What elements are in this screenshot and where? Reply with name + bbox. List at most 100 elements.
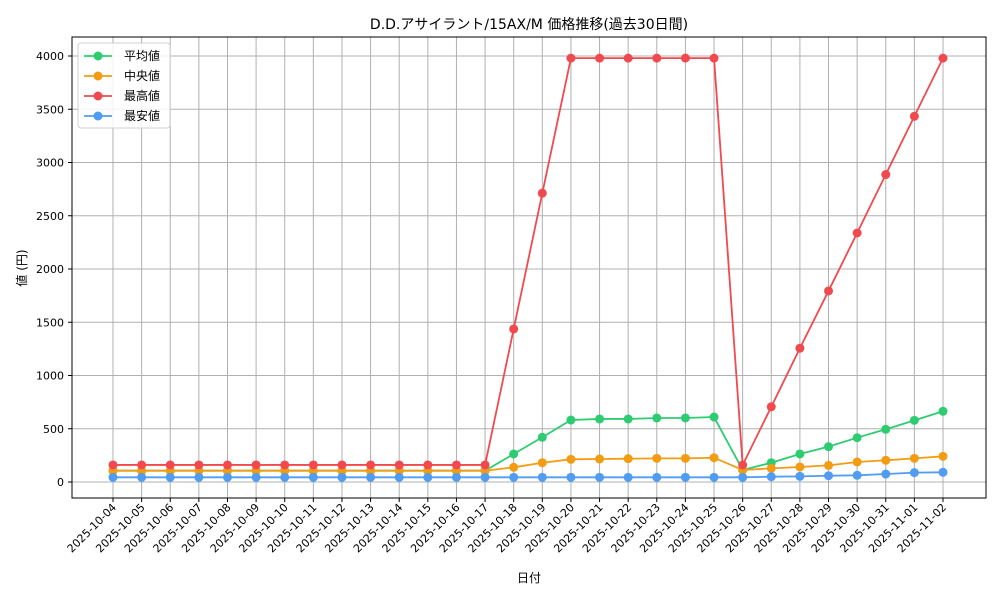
data-point [680,472,690,482]
data-point [308,472,318,482]
data-point [766,402,776,412]
data-point [680,413,690,423]
data-point [394,472,404,482]
data-point [795,449,805,459]
data-point [222,460,232,470]
y-tick-label: 2500 [36,210,64,223]
legend-marker-icon [93,71,103,81]
y-tick-label: 500 [43,423,64,436]
data-point [366,472,376,482]
data-point [795,343,805,353]
data-point [480,472,490,482]
data-point [795,471,805,481]
data-point [366,460,376,470]
data-point [881,424,891,434]
data-point [766,472,776,482]
data-point [108,472,118,482]
data-point [337,460,347,470]
data-point [165,472,175,482]
data-point [881,170,891,180]
data-point [909,415,919,425]
data-point [766,463,776,473]
series-line [113,471,944,479]
plot-frame [71,36,987,499]
y-tick-label: 3000 [36,157,64,170]
data-point [423,460,433,470]
data-point [709,472,719,482]
series-line [113,455,944,472]
data-point [738,460,748,470]
data-point [652,53,662,63]
legend-item: 最安値 [84,108,160,123]
data-point [251,472,261,482]
data-point [194,460,204,470]
data-point [308,460,318,470]
data-point [423,472,433,482]
data-point [394,460,404,470]
data-point [595,454,605,464]
data-point [509,449,519,459]
data-point [537,188,547,198]
legend-item: 平均値 [84,48,160,63]
data-point [566,415,576,425]
data-point [709,453,719,463]
data-point [938,467,948,477]
y-axis: 0 500 1000 1500 2000 2500 3000 3500 4000 [36,50,72,489]
legend-marker-icon [93,111,103,121]
data-point [881,455,891,465]
data-point [566,472,576,482]
data-point [852,433,862,443]
legend-item: 最高値 [84,88,160,103]
data-point [938,53,948,63]
data-point [852,470,862,480]
data-point [738,472,748,482]
data-point [280,472,290,482]
data-point [480,460,490,470]
data-point [824,286,834,296]
data-point [537,458,547,468]
data-point [824,442,834,452]
series-3 [108,467,948,482]
data-point [909,453,919,463]
legend-label: 最高値 [124,88,160,103]
data-point [623,53,633,63]
series-line [113,57,944,469]
grid-lines [72,37,986,498]
legend-item: 中央値 [84,68,160,83]
y-tick-label: 3500 [36,103,64,116]
data-point [623,454,633,464]
x-axis-label: 日付 [517,571,541,585]
data-point [824,471,834,481]
data-point [652,413,662,423]
data-point [537,432,547,442]
data-point [537,472,547,482]
data-point [137,460,147,470]
data-point [595,53,605,63]
series-layer [108,53,948,482]
data-point [595,414,605,424]
legend-label: 中央値 [124,68,160,83]
data-point [194,472,204,482]
data-point [680,53,690,63]
data-point [222,472,232,482]
legend-label: 平均値 [124,48,160,63]
x-axis: 2025-10-042025-10-052025-10-062025-10-07… [65,498,949,555]
data-point [623,472,633,482]
y-tick-label: 1000 [36,370,64,383]
data-point [909,111,919,121]
data-point [108,460,118,470]
data-point [509,472,519,482]
data-point [509,324,519,334]
legend-marker-icon [93,51,103,61]
data-point [680,453,690,463]
y-tick-label: 1500 [36,316,64,329]
legend-label: 最安値 [124,108,160,123]
y-tick-label: 0 [57,476,64,489]
legend-box [77,42,171,129]
series-2 [108,53,948,470]
data-point [709,412,719,422]
data-point [824,460,834,470]
data-point [881,469,891,479]
